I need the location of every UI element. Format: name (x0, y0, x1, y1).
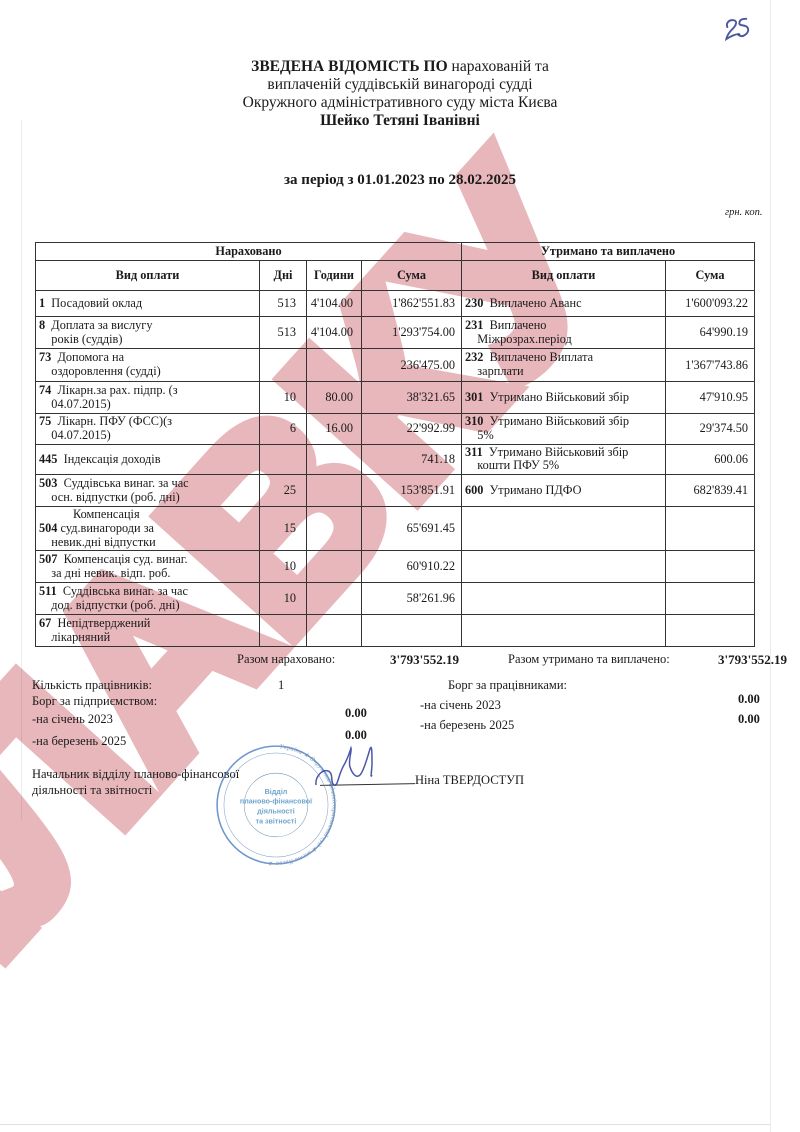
svg-text:та звітності: та звітності (256, 817, 297, 825)
svg-text:діяльності: діяльності (257, 808, 295, 816)
svg-text:Відділ: Відділ (265, 788, 288, 796)
svg-text:планово-фінансової: планово-фінансової (240, 798, 313, 806)
